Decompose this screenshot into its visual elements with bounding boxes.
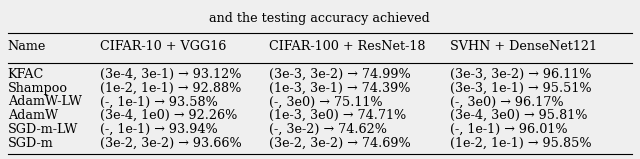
- Text: AdamW-LW: AdamW-LW: [8, 95, 82, 108]
- Text: (3e-2, 3e-2) → 74.69%: (3e-2, 3e-2) → 74.69%: [269, 137, 410, 149]
- Text: AdamW: AdamW: [8, 109, 58, 122]
- Text: (1e-3, 3e-1) → 74.39%: (1e-3, 3e-1) → 74.39%: [269, 82, 410, 95]
- Text: (3e-4, 1e0) → 92.26%: (3e-4, 1e0) → 92.26%: [100, 109, 237, 122]
- Text: (-, 1e-1) → 93.94%: (-, 1e-1) → 93.94%: [100, 123, 218, 136]
- Text: (-, 3e0) → 75.11%: (-, 3e0) → 75.11%: [269, 95, 382, 108]
- Text: (-, 3e0) → 96.17%: (-, 3e0) → 96.17%: [450, 95, 564, 108]
- Text: (3e-2, 3e-2) → 93.66%: (3e-2, 3e-2) → 93.66%: [100, 137, 242, 149]
- Text: (-, 1e-1) → 96.01%: (-, 1e-1) → 96.01%: [450, 123, 568, 136]
- Text: (1e-2, 1e-1) → 95.85%: (1e-2, 1e-1) → 95.85%: [450, 137, 592, 149]
- Text: Shampoo: Shampoo: [8, 82, 68, 95]
- Text: (3e-4, 3e0) → 95.81%: (3e-4, 3e0) → 95.81%: [450, 109, 588, 122]
- Text: SGD-m: SGD-m: [8, 137, 54, 149]
- Text: and the testing accuracy achieved: and the testing accuracy achieved: [209, 12, 430, 25]
- Text: SGD-m-LW: SGD-m-LW: [8, 123, 78, 136]
- Text: SVHN + DenseNet121: SVHN + DenseNet121: [450, 40, 597, 53]
- Text: (3e-4, 3e-1) → 93.12%: (3e-4, 3e-1) → 93.12%: [100, 68, 241, 81]
- Text: KFAC: KFAC: [8, 68, 44, 81]
- Text: (1e-3, 3e0) → 74.71%: (1e-3, 3e0) → 74.71%: [269, 109, 406, 122]
- Text: CIFAR-10 + VGG16: CIFAR-10 + VGG16: [100, 40, 227, 53]
- Text: (3e-3, 1e-1) → 95.51%: (3e-3, 1e-1) → 95.51%: [450, 82, 592, 95]
- Text: (-, 1e-1) → 93.58%: (-, 1e-1) → 93.58%: [100, 95, 218, 108]
- Text: CIFAR-100 + ResNet-18: CIFAR-100 + ResNet-18: [269, 40, 425, 53]
- Text: (3e-3, 3e-2) → 74.99%: (3e-3, 3e-2) → 74.99%: [269, 68, 410, 81]
- Text: (-, 3e-2) → 74.62%: (-, 3e-2) → 74.62%: [269, 123, 387, 136]
- Text: (3e-3, 3e-2) → 96.11%: (3e-3, 3e-2) → 96.11%: [450, 68, 591, 81]
- Text: (1e-2, 1e-1) → 92.88%: (1e-2, 1e-1) → 92.88%: [100, 82, 241, 95]
- Text: Name: Name: [8, 40, 46, 53]
